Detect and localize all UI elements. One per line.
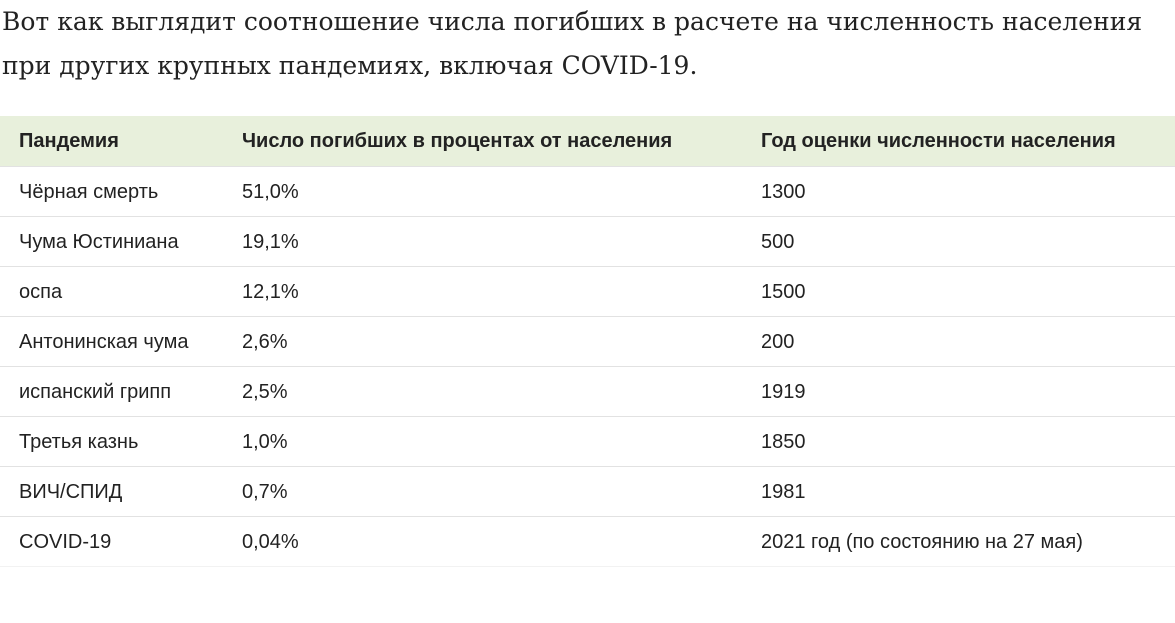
cell-text: 0,7%: [242, 481, 288, 503]
table-cell: испанский грипп: [0, 366, 223, 417]
table-cell: 0,7%: [223, 466, 742, 517]
pandemic-table: Пандемия Число погибших в процентах от на…: [0, 116, 1175, 567]
table-cell: 200: [742, 316, 1175, 367]
table-cell: 2,6%: [223, 316, 742, 367]
cell-text: COVID-19: [19, 531, 112, 553]
table-row: Антонинская чума 2,6% 200: [0, 316, 1175, 367]
cell-text: Антонинская чума: [19, 331, 189, 353]
cell-text: 200: [761, 331, 795, 353]
cell-text: 1300: [761, 181, 806, 203]
cell-text: 500: [761, 231, 795, 253]
table-cell: оспа: [0, 266, 223, 317]
table-cell: Антонинская чума: [0, 316, 223, 367]
cell-text: 1850: [761, 431, 806, 453]
cell-text: испанский грипп: [19, 381, 172, 403]
cell-text: 2,5%: [242, 381, 288, 403]
column-header: Пандемия: [0, 116, 223, 167]
table-cell: 2,5%: [223, 366, 742, 417]
table-cell: 19,1%: [223, 216, 742, 267]
cell-text: 2,6%: [242, 331, 288, 353]
table-cell: COVID-19: [0, 516, 223, 567]
cell-text: 51,0%: [242, 181, 299, 203]
cell-text: Третья казнь: [19, 431, 139, 453]
table-row: ВИЧ/СПИД 0,7% 1981: [0, 466, 1175, 517]
table-body: Чёрная смерть 51,0% 1300 Чума Юстиниана 19,1…: [0, 166, 1175, 567]
table-cell: 1300: [742, 166, 1175, 217]
table-row: Чума Юстиниана 19,1% 500: [0, 216, 1175, 267]
table-row: Чёрная смерть 51,0% 1300: [0, 166, 1175, 217]
table-cell: Чёрная смерть: [0, 166, 223, 217]
cell-text: 0,04%: [242, 531, 299, 553]
table-cell: 1919: [742, 366, 1175, 417]
cell-text: 1,0%: [242, 431, 288, 453]
cell-text: ВИЧ/СПИД: [19, 481, 123, 503]
column-header: Число погибших в процентах от населения: [223, 116, 742, 167]
table-cell: 1500: [742, 266, 1175, 317]
table-row: COVID-19 0,04% 2021 год (по состоянию на 2…: [0, 516, 1175, 567]
table-cell: 1981: [742, 466, 1175, 517]
intro-text: Вот как выглядит соотношение числа погиб…: [2, 7, 1143, 80]
table-cell: 51,0%: [223, 166, 742, 217]
cell-text: Чума Юстиниана: [19, 231, 179, 253]
cell-text: 12,1%: [242, 281, 299, 303]
table-row: Третья казнь 1,0% 1850: [0, 416, 1175, 467]
cell-text: оспа: [19, 281, 63, 303]
table-cell: 12,1%: [223, 266, 742, 317]
table-row: оспа 12,1% 1500: [0, 266, 1175, 317]
table-row: испанский грипп 2,5% 1919: [0, 366, 1175, 417]
cell-text: 1500: [761, 281, 806, 303]
table-cell: 0,04%: [223, 516, 742, 567]
table-cell: 1,0%: [223, 416, 742, 467]
table-cell: 1850: [742, 416, 1175, 467]
table-cell: 2021 год (по состоянию на 27 мая): [742, 516, 1175, 567]
cell-text: 19,1%: [242, 231, 299, 253]
cell-text: Чёрная смерть: [19, 181, 159, 203]
cell-text: 1919: [761, 381, 806, 403]
table-cell: Чума Юстиниана: [0, 216, 223, 267]
cell-text: 2021 год (по состоянию на 27 мая): [761, 531, 1083, 553]
table-cell: Третья казнь: [0, 416, 223, 467]
header-row: Пандемия Число погибших в процентах от на…: [0, 116, 1175, 167]
column-header: Год оценки численности населения: [742, 116, 1175, 167]
cell-text: 1981: [761, 481, 806, 503]
table-cell: 500: [742, 216, 1175, 267]
table-cell: ВИЧ/СПИД: [0, 466, 223, 517]
